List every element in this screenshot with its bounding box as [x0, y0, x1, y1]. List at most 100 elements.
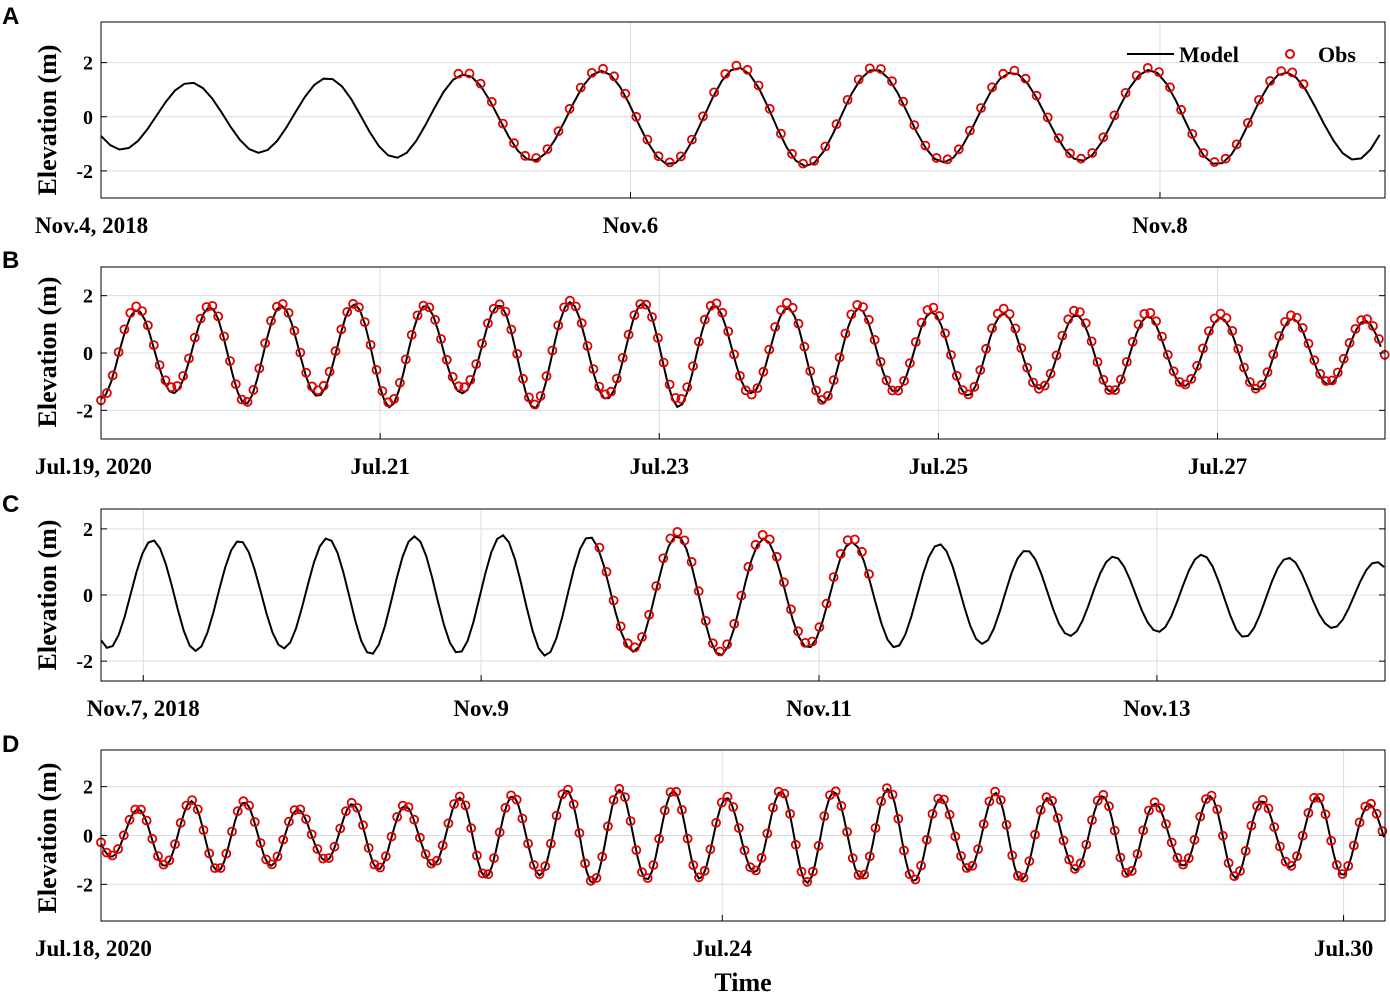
obs-point [271, 301, 282, 312]
x-tick-label: Nov.7, 2018 [87, 696, 200, 721]
y-tick-label: 0 [83, 343, 93, 365]
obs-point [1042, 112, 1053, 123]
obs-point [637, 632, 647, 642]
obs-point [672, 527, 683, 537]
obs-point [1223, 858, 1234, 868]
obs-point [148, 340, 159, 351]
obs-point [1198, 343, 1208, 354]
obs-point [107, 370, 118, 381]
obs-point [934, 311, 945, 321]
y-tick-label: 2 [83, 286, 93, 308]
x-tick-label: Jul.30 [1314, 936, 1373, 961]
obs-point [899, 845, 909, 856]
obs-point [1309, 792, 1319, 803]
obs-point [1110, 385, 1120, 396]
obs-point [483, 869, 494, 880]
obs-point [547, 345, 558, 356]
ylabel-a: Elevation (m) [33, 45, 62, 196]
model-line [100, 533, 1385, 657]
obs-point [611, 373, 622, 384]
obs-point [1004, 309, 1015, 319]
obs-point [717, 307, 728, 318]
obs-point [688, 860, 699, 870]
obs-point [551, 810, 562, 821]
obs-point [1374, 334, 1384, 344]
obs-point [963, 389, 974, 400]
obs-point [1240, 846, 1251, 856]
obs-point [849, 534, 860, 545]
obs-point [715, 646, 725, 657]
obs-point [785, 809, 795, 819]
panel-a: A Elevation (m) -2 0 2 Nov.4, 2018 Nov.6 Nov.… [2, 3, 1386, 238]
obs-point [750, 539, 761, 550]
obs-point [614, 783, 625, 794]
obs-point [137, 306, 147, 317]
obs-point [1314, 793, 1325, 803]
obs-point [609, 71, 619, 82]
obs-point [352, 803, 363, 813]
obs-point [1371, 808, 1382, 819]
obs-point [711, 298, 722, 309]
obs-point [1020, 73, 1031, 84]
obs-point [1168, 366, 1179, 377]
obs-point [588, 364, 599, 375]
obs-point [842, 827, 852, 837]
obs-point [951, 370, 962, 381]
obs-point [209, 863, 220, 873]
obs-point [753, 80, 764, 91]
obs-point [615, 621, 626, 632]
obs-point [1315, 368, 1326, 379]
obs-point [324, 366, 335, 377]
obs-point [731, 60, 742, 71]
obs-point [1126, 866, 1137, 876]
obs-point [969, 381, 980, 392]
obs-point [708, 638, 718, 649]
obs-point [1209, 157, 1220, 167]
obs-point [477, 868, 488, 879]
obs-point [995, 795, 1006, 806]
obs-point [575, 82, 586, 93]
obs-point [757, 530, 768, 540]
obs-point [403, 802, 414, 812]
obs-point [1265, 76, 1275, 86]
obs-point [523, 838, 533, 849]
obs-point [1178, 859, 1188, 870]
y-tick-label: -2 [76, 400, 93, 422]
obs-point [793, 626, 803, 637]
obs-point [576, 318, 587, 329]
obs-point [225, 356, 235, 366]
obs-point [967, 860, 978, 871]
obs-point [486, 97, 497, 107]
ylabel-c: Elevation (m) [33, 520, 62, 671]
obs-point [201, 302, 212, 312]
obs-point [665, 787, 676, 797]
x-axis-label: Time [714, 968, 771, 994]
obs-point [1275, 841, 1285, 852]
obs-point [601, 566, 612, 577]
obs-point [453, 381, 464, 392]
axes-d: -2 0 2 Jul.18, 2020 Jul.24 Jul.30 [35, 749, 1388, 961]
obs-point [386, 831, 397, 842]
obs-point [842, 95, 853, 105]
obs-point [1065, 148, 1075, 159]
obs-point [541, 371, 552, 382]
obs-point [1229, 871, 1240, 882]
obs-point [742, 64, 753, 75]
x-tick-label: Nov.9 [453, 696, 509, 721]
obs-point [412, 310, 423, 321]
obs-point [1243, 118, 1253, 128]
obs-point [371, 365, 382, 375]
obs-point [1309, 355, 1320, 366]
obs-point [1183, 853, 1194, 864]
obs-point [531, 153, 542, 163]
obs-point [1337, 869, 1348, 879]
obs-point [329, 841, 340, 852]
obs-point [864, 314, 874, 325]
obs-point [1121, 356, 1132, 367]
obs-point [694, 336, 704, 347]
obs-point [965, 125, 975, 136]
obs-point [635, 299, 646, 310]
obs-point [805, 366, 816, 377]
obs-point [219, 331, 230, 342]
obs-point [779, 788, 790, 799]
